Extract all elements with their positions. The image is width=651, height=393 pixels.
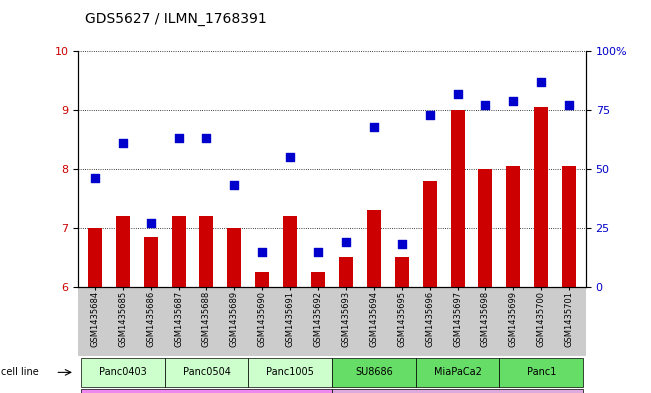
Bar xyxy=(478,169,492,287)
Bar xyxy=(534,107,548,287)
Point xyxy=(340,239,351,245)
Text: Panc0504: Panc0504 xyxy=(182,367,230,377)
Text: Panc1: Panc1 xyxy=(527,367,556,377)
Bar xyxy=(172,216,186,287)
Bar xyxy=(116,216,130,287)
Bar xyxy=(395,257,409,287)
Point xyxy=(285,154,296,160)
Bar xyxy=(422,181,437,287)
Bar xyxy=(339,257,353,287)
Point xyxy=(145,220,156,226)
Point xyxy=(508,97,519,104)
Text: MiaPaCa2: MiaPaCa2 xyxy=(434,367,482,377)
Text: Panc1005: Panc1005 xyxy=(266,367,314,377)
Point xyxy=(229,182,240,189)
Point xyxy=(564,102,574,108)
Bar xyxy=(367,210,381,287)
Bar xyxy=(450,110,465,287)
Point xyxy=(368,123,379,130)
Bar xyxy=(283,216,297,287)
Bar xyxy=(144,237,158,287)
Point xyxy=(313,248,324,255)
Point xyxy=(396,241,407,248)
Bar xyxy=(255,272,270,287)
Text: GDS5627 / ILMN_1768391: GDS5627 / ILMN_1768391 xyxy=(85,12,266,26)
Bar xyxy=(506,166,520,287)
Point xyxy=(257,248,268,255)
Point xyxy=(118,140,128,146)
Text: Panc0403: Panc0403 xyxy=(99,367,146,377)
Point xyxy=(452,90,463,97)
Bar xyxy=(227,228,242,287)
Point xyxy=(480,102,491,108)
Text: cell line: cell line xyxy=(1,367,38,377)
Point xyxy=(536,79,546,85)
Bar xyxy=(311,272,325,287)
Point xyxy=(173,135,184,141)
Text: SU8686: SU8686 xyxy=(355,367,393,377)
Bar xyxy=(88,228,102,287)
Point xyxy=(201,135,212,141)
Point xyxy=(90,175,100,182)
Bar xyxy=(199,216,214,287)
Point xyxy=(424,112,435,118)
Bar xyxy=(562,166,576,287)
